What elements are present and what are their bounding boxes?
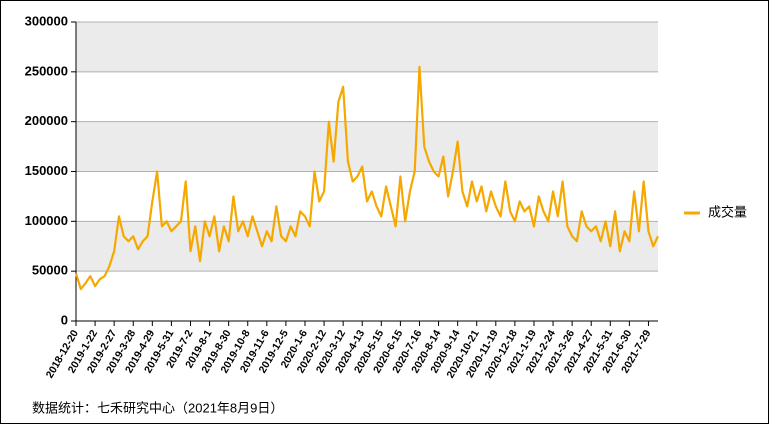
legend-label: 成交量 [708, 204, 747, 219]
y-tick-label: 0 [61, 312, 68, 327]
data-line [74, 65, 659, 291]
y-tick-label: 250000 [25, 63, 68, 78]
grid-band [76, 221, 658, 272]
grid-band [76, 22, 658, 72]
grid-band [76, 121, 658, 172]
y-tick-label: 150000 [25, 163, 68, 178]
y-tick-label: 300000 [25, 13, 68, 28]
y-tick-label: 50000 [32, 263, 68, 278]
source-note: 数据统计：七禾研究中心（2021年8月9日） [32, 400, 283, 415]
y-tick-label: 200000 [25, 113, 68, 128]
y-tick-label: 100000 [25, 213, 68, 228]
